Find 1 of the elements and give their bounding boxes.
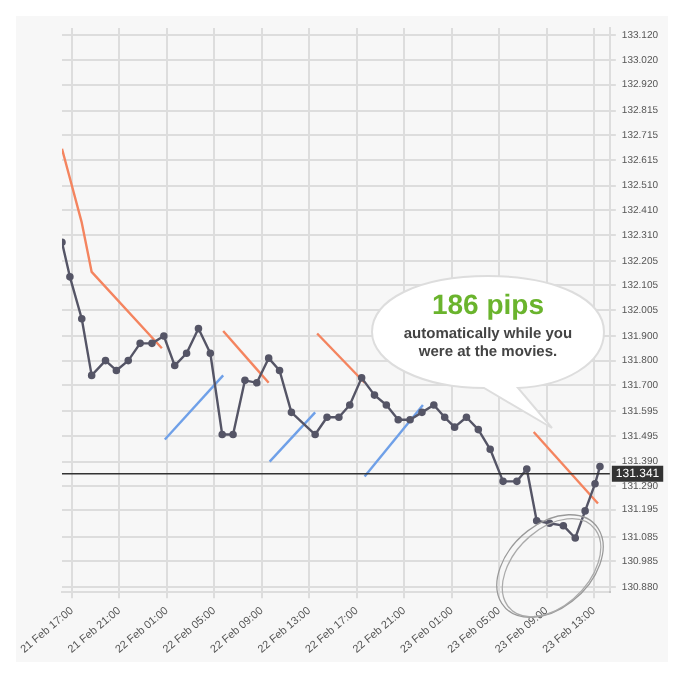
annotation: 186 pips xyxy=(429,288,547,320)
